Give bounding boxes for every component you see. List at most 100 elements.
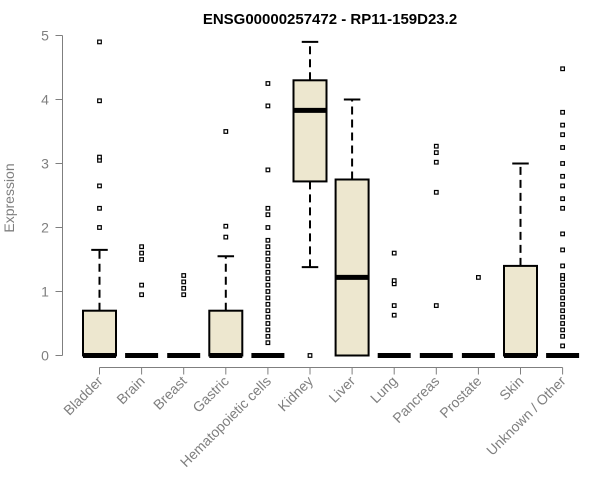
box-group: [208, 129, 244, 358]
box-group: [419, 143, 453, 358]
x-tick-label: Kidney: [275, 373, 317, 415]
outlier-point: [265, 237, 271, 243]
outlier-point: [97, 183, 102, 189]
boxes-layer: [82, 39, 580, 358]
outlier-point: [560, 295, 565, 301]
outlier-point: [560, 173, 565, 179]
outlier-point: [560, 231, 565, 237]
y-tick-label: 4: [41, 92, 49, 108]
outlier-point: [139, 292, 145, 298]
outlier-point: [476, 275, 481, 280]
outlier-point: [139, 250, 145, 256]
y-tick-label: 0: [41, 348, 49, 364]
outlier-point: [223, 234, 229, 240]
outlier-point: [560, 183, 565, 189]
outlier-point: [265, 301, 271, 307]
y-tick-label: 1: [41, 284, 49, 300]
box-group: [82, 39, 117, 358]
outlier-point: [307, 353, 313, 358]
outlier-point: [391, 312, 397, 318]
outlier-point: [265, 167, 271, 173]
outlier-point: [97, 39, 102, 45]
outlier-point: [560, 343, 565, 349]
outlier-point: [265, 314, 271, 320]
box-iqr: [334, 178, 370, 357]
outlier-point: [433, 189, 439, 195]
box-group: [167, 273, 201, 358]
outlier-point: [391, 278, 397, 284]
box-group: [292, 40, 328, 358]
y-tick-label: 2: [41, 220, 49, 236]
outlier-point: [560, 301, 565, 307]
outlier-point: [560, 205, 565, 211]
box-iqr: [292, 79, 328, 183]
y-axis: 0 1 2 3 4 5: [41, 28, 63, 364]
outlier-point: [265, 212, 271, 218]
x-tick-label: Pancreas: [389, 373, 442, 426]
outlier-point: [223, 129, 229, 134]
outlier-point: [560, 273, 565, 278]
outlier-point: [433, 143, 439, 149]
y-tick-label: 3: [41, 156, 49, 172]
outlier-point: [139, 244, 145, 250]
outlier-point: [265, 282, 271, 288]
box-group: [125, 244, 159, 358]
outlier-point: [265, 205, 271, 211]
outlier-point: [391, 250, 397, 256]
outlier-point: [97, 225, 102, 230]
outlier-point: [265, 321, 271, 326]
outlier-point: [265, 333, 271, 339]
outlier-point: [560, 308, 565, 314]
outlier-point: [265, 295, 271, 301]
outlier-point: [97, 98, 102, 104]
outlier-point: [560, 333, 565, 339]
outlier-point: [433, 303, 439, 308]
x-tick-label: Brain: [113, 373, 147, 407]
box-group: [546, 66, 580, 358]
y-axis-title: Expression: [1, 163, 17, 232]
outlier-point: [265, 263, 271, 269]
chart-title: ENSG00000257472 - RP11-159D23.2: [203, 11, 457, 28]
outlier-point: [265, 225, 271, 230]
outlier-point: [265, 327, 271, 333]
x-tick-label: Prostate: [436, 373, 484, 421]
x-tick-label: Unknown / Other: [483, 373, 569, 459]
outlier-point: [560, 327, 565, 333]
outlier-point: [181, 292, 187, 298]
box-group: [334, 98, 370, 357]
outlier-point: [265, 269, 271, 275]
outlier-point: [560, 66, 565, 72]
outlier-point: [265, 308, 271, 314]
box-iqr: [208, 309, 244, 357]
outlier-point: [265, 250, 271, 256]
outlier-point: [265, 340, 271, 346]
outlier-point: [265, 276, 271, 282]
outlier-point: [223, 223, 229, 229]
outlier-point: [139, 282, 145, 288]
box-iqr: [82, 309, 117, 357]
outlier-point: [560, 145, 565, 150]
outlier-point: [265, 81, 271, 86]
box-iqr: [503, 264, 538, 357]
outlier-point: [181, 273, 187, 278]
outlier-point: [97, 205, 102, 211]
outlier-point: [560, 196, 565, 202]
outlier-point: [560, 282, 565, 288]
outlier-point: [181, 279, 187, 285]
box-group: [461, 275, 495, 358]
outlier-point: [97, 154, 102, 160]
outlier-point: [560, 122, 565, 128]
y-tick-label: 5: [41, 28, 49, 44]
outlier-point: [265, 257, 271, 262]
outlier-point: [391, 303, 397, 308]
x-tick-label: Breast: [150, 373, 190, 413]
x-tick-label: Bladder: [60, 373, 106, 419]
outlier-point: [560, 321, 565, 326]
outlier-point: [433, 150, 439, 156]
box-group: [251, 81, 285, 358]
outlier-point: [560, 109, 565, 115]
outlier-point: [265, 103, 271, 109]
outlier-point: [265, 244, 271, 250]
